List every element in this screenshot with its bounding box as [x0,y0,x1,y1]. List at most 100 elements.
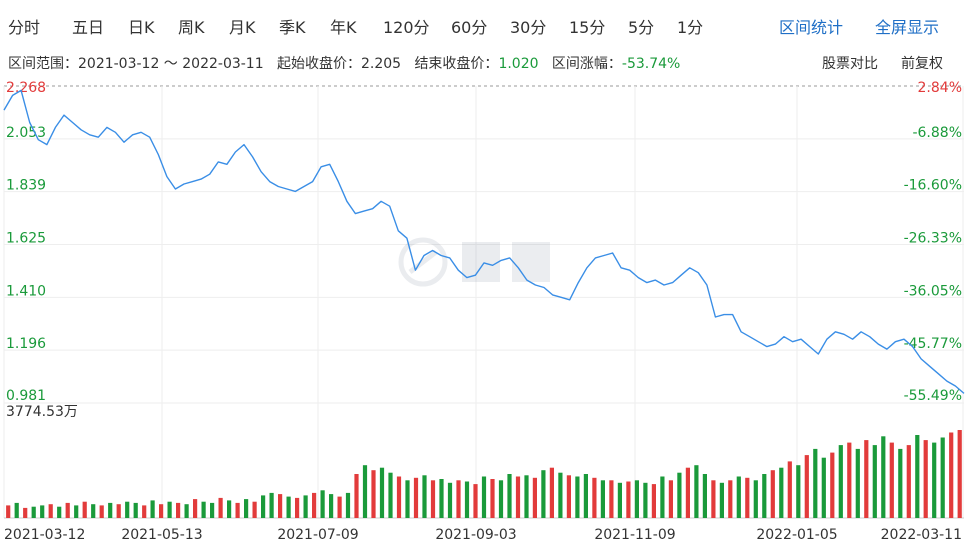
volume-bar [804,455,809,518]
volume-bar [762,474,767,518]
close-label: 结束收盘价： [414,56,499,72]
price-axis: 2.268 2.053 1.839 1.625 1.410 1.196 0.981 [6,80,46,404]
volume-bar [898,448,903,518]
volume-bars [6,430,962,518]
tab-7[interactable]: 120分 [383,18,430,37]
price-tick: 1.196 [6,336,46,352]
volume-bar [779,467,784,518]
volume-bar [82,501,87,518]
tab-9[interactable]: 30分 [510,18,547,37]
price-tick: 2.268 [6,80,46,96]
volume-bar [235,502,240,518]
volume-bar [167,501,172,518]
percent-tick: -36.05% [904,283,962,299]
volume-bar [889,442,894,518]
volume-bar [864,440,869,518]
date-tick: 2021-09-03 [435,527,516,543]
stock-compare-button[interactable]: 股票对比 [822,56,878,72]
date-tick: 2021-11-09 [594,527,675,543]
tab-3[interactable]: 周K [178,18,205,37]
price-tick: 0.981 [6,388,46,404]
volume-bar [125,501,130,518]
volume-bar [498,480,504,518]
tab-4[interactable]: 月K [229,18,256,37]
volume-bar [549,467,554,518]
volume-bar [379,467,385,518]
tab-10[interactable]: 15分 [569,18,606,37]
volume-bar [609,480,614,518]
volume-bar [23,507,28,518]
volume-bar [949,432,954,518]
volume-bar [813,448,818,518]
volume-bar [583,474,588,518]
volume-bar [558,472,563,518]
volume-bar [464,481,470,518]
percent-axis: 2.84% -6.88% -16.60% -26.33% -36.05% -45.77% -… [904,80,962,404]
volume-bar [362,465,368,518]
volume-bar [133,502,138,518]
volume-bar [371,470,376,518]
range-info: 区间范围：2021-03-12 ～ 2022-03-11 起始收盘价：2.205… [8,53,680,73]
open-value: 2.205 [360,56,402,72]
volume-bar [252,501,257,518]
volume-bar [57,506,62,518]
volume-bar [430,480,436,518]
volume-bar [337,496,342,518]
volume-bar [312,492,317,518]
volume-bar [702,474,707,518]
tab-8[interactable]: 60分 [451,18,488,37]
volume-bar [728,480,733,518]
volume-bar [855,448,860,518]
range-stats-button[interactable]: 区间统计 [779,18,844,37]
volume-bar [269,492,274,518]
price-line [3,89,965,394]
volume-bar [830,452,835,518]
date-tick: 2021-05-13 [121,527,202,543]
volume-bar [142,505,147,518]
volume-bar [821,457,826,518]
percent-tick: -26.33% [904,231,962,247]
volume-bar [210,502,215,518]
volume-bar [677,472,682,518]
volume-bar [694,465,699,518]
volume-bar [711,480,716,518]
volume-bar [159,504,164,518]
volume-bar [150,500,155,518]
volume-max-label: 3774.53万 [6,404,78,420]
volume-bar [906,445,911,518]
volume-bar [286,496,291,518]
adjust-button[interactable]: 前复权 [901,56,943,72]
tab-12[interactable]: 1分 [677,18,704,37]
volume-bar [745,477,750,518]
percent-tick: -16.60% [904,178,962,194]
tab-1[interactable]: 五日 [72,18,105,37]
volume-bar [320,490,325,518]
volume-bar [329,494,334,518]
tab-6[interactable]: 年K [330,18,357,37]
volume-bar [422,475,427,518]
volume-bar [176,502,181,518]
volume-bar [787,461,792,518]
watermark-logo [398,237,550,287]
tab-5[interactable]: 季K [279,18,306,37]
volume-bar [91,504,96,518]
volume-bar [592,477,597,518]
date-tick: 2022-03-11 [881,527,962,543]
tab-0[interactable]: 分时 [8,18,41,37]
tab-11[interactable]: 5分 [628,18,655,37]
tab-2[interactable]: 日K [128,18,155,37]
volume-bar [345,492,351,518]
volume-bar [405,480,410,518]
volume-bar [14,502,19,518]
volume-bar [651,484,656,518]
price-tick: 1.839 [6,178,46,194]
volume-bar [74,505,79,518]
volume-bar [719,482,724,518]
volume-bar [456,480,461,518]
volume-bar [507,474,512,518]
volume-bar [413,477,419,518]
volume-bar [108,502,113,518]
volume-bar [396,476,402,518]
fullscreen-button[interactable]: 全屏显示 [875,18,940,37]
